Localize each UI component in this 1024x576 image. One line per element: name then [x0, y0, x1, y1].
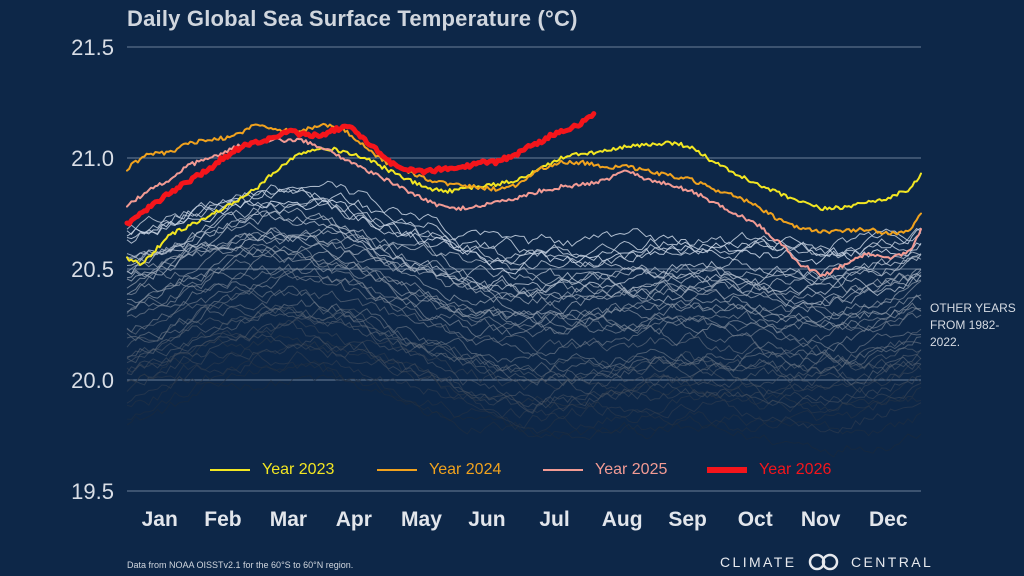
legend-swatch-2024 [377, 469, 417, 471]
legend-label-2026: Year 2026 [759, 461, 832, 478]
y-tick-label: 21.0 [71, 146, 114, 171]
other-year-line [126, 249, 922, 328]
other-year-line [126, 321, 922, 408]
other-year-line [126, 180, 922, 262]
x-tick-label: Sep [668, 508, 707, 531]
series-line-year-2026 [124, 111, 597, 227]
other-year-line [126, 244, 922, 334]
legend-item-2024: Year 2024 [377, 461, 501, 479]
x-tick-label: Jan [142, 508, 178, 531]
other-year-line [126, 285, 922, 371]
other-year-line [126, 210, 922, 294]
x-axis-ticks: Jan Feb Mar Apr May Jun Jul Aug Sep Oct Nov Dec [142, 508, 908, 531]
other-year-line [126, 210, 922, 294]
other-year-line [126, 317, 922, 406]
brand-word-right: CENTRAL [851, 554, 934, 571]
x-tick-label: Dec [869, 508, 908, 531]
legend-label-2025: Year 2025 [595, 461, 668, 478]
other-year-line [126, 306, 922, 381]
other-year-line [126, 186, 922, 257]
x-tick-label: Aug [602, 508, 643, 531]
other-year-line [126, 234, 922, 321]
other-year-line [126, 197, 922, 280]
other-year-line [126, 231, 922, 310]
data-source-note: Data from NOAA OISSTv2.1 for the 60°S to… [127, 560, 354, 570]
other-year-line [126, 289, 922, 363]
other-year-line [126, 360, 922, 441]
other-year-line [126, 299, 922, 372]
x-tick-label: Apr [336, 508, 372, 531]
legend-swatch-2025 [543, 469, 583, 471]
x-tick-label: Mar [270, 508, 307, 531]
other-year-line [126, 266, 922, 344]
y-tick-label: 20.5 [71, 257, 114, 282]
x-tick-label: Jun [468, 508, 505, 531]
x-tick-label: Oct [738, 508, 773, 531]
other-year-line [126, 194, 922, 268]
x-tick-label: Nov [801, 508, 841, 531]
other-year-line [126, 308, 922, 386]
other-year-line [126, 243, 922, 325]
other-year-line [126, 187, 922, 266]
brand-footer: CLIMATE CENTRAL [720, 553, 933, 574]
legend-item-2025: Year 2025 [543, 461, 667, 479]
legend-swatch-2026 [707, 467, 747, 473]
other-year-line [126, 223, 922, 298]
y-tick-label: 19.5 [71, 479, 114, 504]
other-year-line [126, 351, 922, 434]
other-year-line [126, 227, 922, 319]
other-year-line [126, 374, 922, 458]
highlighted-series [124, 111, 922, 278]
other-year-line [126, 304, 922, 387]
other-years-lines [126, 180, 922, 458]
legend-item-2026: Year 2026 [707, 461, 831, 479]
y-tick-label: 20.0 [71, 368, 114, 393]
other-year-line [126, 344, 922, 415]
y-axis-ticks: 21.5 21.0 20.5 20.0 19.5 [71, 35, 114, 504]
legend-label-2023: Year 2023 [262, 461, 335, 478]
series-line-year-2024 [126, 122, 922, 236]
other-year-line [126, 342, 922, 429]
brand-word-left: CLIMATE [720, 554, 797, 571]
x-tick-label: Feb [204, 508, 241, 531]
other-years-note: OTHER YEARS FROM 1982-2022. [930, 301, 1016, 349]
chart-title: Daily Global Sea Surface Temperature (°C… [127, 6, 578, 31]
other-year-line [126, 333, 922, 413]
other-year-line [126, 270, 922, 357]
climate-central-logo-icon [807, 553, 841, 574]
other-year-line [126, 221, 922, 308]
y-tick-label: 21.5 [71, 35, 114, 60]
x-tick-label: May [401, 508, 442, 531]
x-tick-label: Jul [539, 508, 569, 531]
other-year-line [126, 258, 922, 352]
legend-swatch-2023 [210, 469, 250, 471]
legend-label-2024: Year 2024 [429, 461, 502, 478]
series-line-year-2023 [126, 140, 922, 266]
legend-item-2023: Year 2023 [210, 461, 334, 479]
other-year-line [126, 334, 922, 413]
